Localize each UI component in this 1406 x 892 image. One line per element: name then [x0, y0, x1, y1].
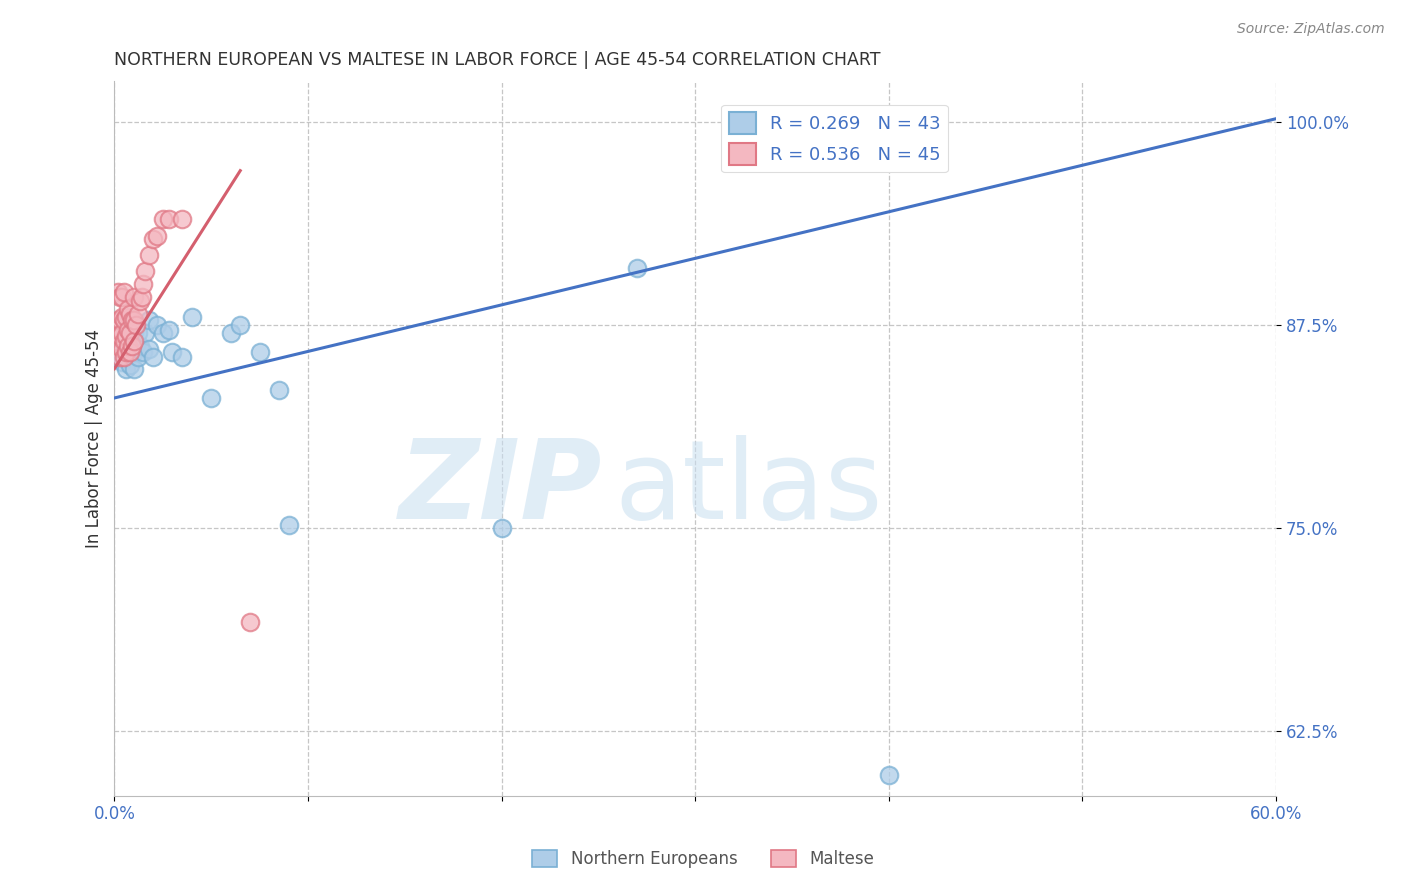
Point	[117, 343, 139, 357]
Text: Source: ZipAtlas.com: Source: ZipAtlas.com	[1237, 22, 1385, 37]
Point	[172, 351, 194, 365]
Point	[112, 318, 135, 332]
Point	[110, 329, 132, 343]
Point	[132, 277, 155, 292]
Point	[122, 326, 145, 340]
Point	[121, 343, 143, 357]
Point	[239, 615, 262, 629]
Point	[115, 329, 138, 343]
Point	[117, 326, 139, 340]
Point	[200, 391, 222, 405]
Point	[138, 343, 160, 357]
Point	[105, 318, 128, 332]
Point	[112, 351, 135, 365]
Point	[267, 383, 290, 397]
Point	[110, 313, 132, 327]
Point	[152, 212, 174, 227]
Point	[112, 313, 135, 327]
Point	[152, 326, 174, 340]
Point	[142, 351, 165, 365]
Point	[877, 767, 900, 781]
Point	[107, 313, 129, 327]
Point	[157, 212, 180, 227]
Point	[180, 310, 202, 324]
Point	[111, 355, 134, 369]
Point	[117, 301, 139, 316]
Point	[107, 326, 129, 340]
Point	[121, 313, 143, 327]
Point	[115, 361, 138, 376]
Point	[138, 313, 160, 327]
Point	[115, 349, 138, 363]
Point	[131, 290, 153, 304]
Point	[115, 345, 138, 359]
Point	[118, 345, 141, 359]
Point	[127, 326, 149, 340]
Point	[142, 232, 165, 246]
Point	[125, 318, 148, 332]
Point	[122, 361, 145, 376]
Point	[118, 306, 141, 320]
Point	[132, 345, 155, 359]
Point	[118, 359, 141, 373]
Point	[134, 326, 156, 340]
Legend: R = 0.269   N = 43, R = 0.536   N = 45: R = 0.269 N = 43, R = 0.536 N = 45	[721, 104, 948, 172]
Point	[146, 228, 169, 243]
Legend: Northern Europeans, Maltese: Northern Europeans, Maltese	[526, 843, 880, 875]
Point	[111, 343, 134, 357]
Point	[118, 329, 141, 343]
Point	[277, 517, 299, 532]
Point	[127, 306, 149, 320]
Point	[110, 290, 132, 304]
Point	[117, 323, 139, 337]
Point	[111, 326, 134, 340]
Text: ZIP: ZIP	[399, 435, 602, 542]
Y-axis label: In Labor Force | Age 45-54: In Labor Force | Age 45-54	[86, 329, 103, 548]
Point	[118, 326, 141, 340]
Point	[121, 339, 143, 353]
Point	[111, 310, 134, 324]
Point	[122, 345, 145, 359]
Point	[122, 313, 145, 327]
Point	[122, 334, 145, 348]
Point	[128, 293, 150, 308]
Point	[117, 339, 139, 353]
Point	[138, 248, 160, 262]
Point	[112, 329, 135, 343]
Point	[125, 339, 148, 353]
Point	[172, 212, 194, 227]
Point	[112, 334, 135, 348]
Point	[157, 323, 180, 337]
Point	[219, 326, 242, 340]
Point	[229, 318, 252, 332]
Text: atlas: atlas	[614, 435, 883, 542]
Point	[626, 261, 648, 276]
Point	[111, 290, 134, 304]
Point	[105, 326, 128, 340]
Point	[491, 521, 513, 535]
Point	[111, 334, 134, 348]
Point	[112, 345, 135, 359]
Point	[134, 264, 156, 278]
Point	[128, 339, 150, 353]
Point	[118, 345, 141, 359]
Point	[107, 339, 129, 353]
Point	[115, 310, 138, 324]
Point	[162, 345, 184, 359]
Point	[115, 323, 138, 337]
Point	[122, 290, 145, 304]
Point	[127, 351, 149, 365]
Point	[110, 351, 132, 365]
Point	[110, 339, 132, 353]
Point	[112, 285, 135, 300]
Text: NORTHERN EUROPEAN VS MALTESE IN LABOR FORCE | AGE 45-54 CORRELATION CHART: NORTHERN EUROPEAN VS MALTESE IN LABOR FO…	[114, 51, 882, 69]
Point	[146, 318, 169, 332]
Point	[249, 345, 271, 359]
Point	[107, 285, 129, 300]
Point	[107, 351, 129, 365]
